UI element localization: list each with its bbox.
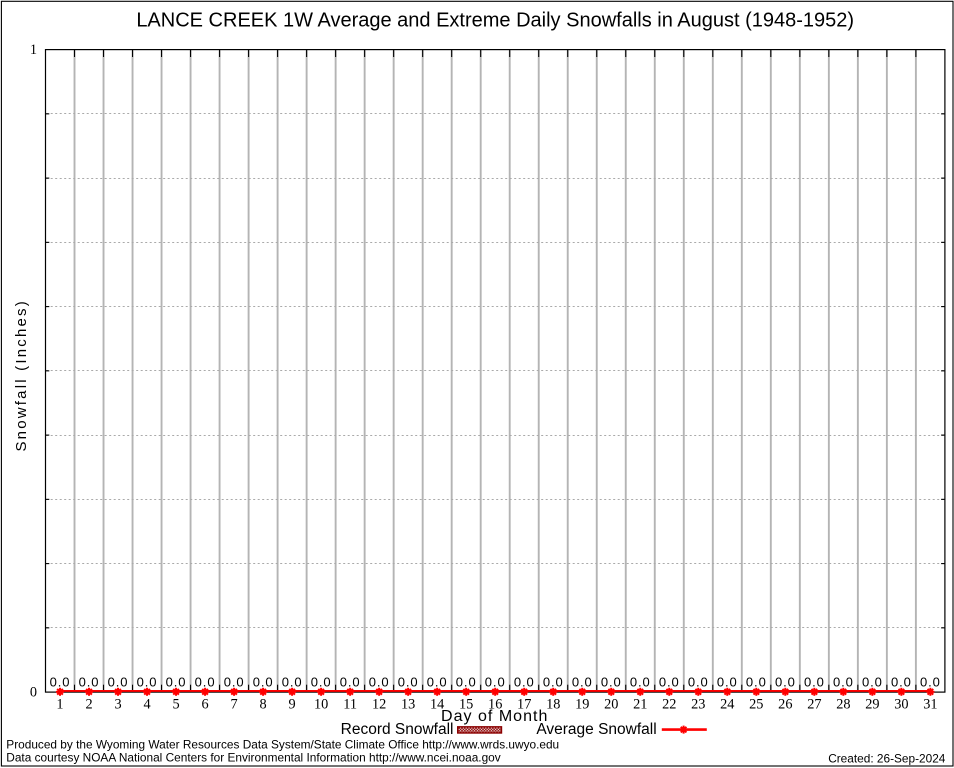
svg-text:14: 14 xyxy=(430,697,444,713)
svg-text:29: 29 xyxy=(865,697,879,713)
svg-text:16: 16 xyxy=(488,697,502,713)
svg-text:20: 20 xyxy=(604,697,618,713)
svg-text:0.0: 0.0 xyxy=(108,674,129,689)
svg-text:0.0: 0.0 xyxy=(253,674,274,689)
svg-text:1: 1 xyxy=(56,697,63,713)
svg-text:1: 1 xyxy=(30,42,37,58)
svg-text:26: 26 xyxy=(778,697,792,713)
svg-text:7: 7 xyxy=(231,697,238,713)
svg-text:0.0: 0.0 xyxy=(137,674,158,689)
svg-text:28: 28 xyxy=(836,697,850,713)
svg-text:8: 8 xyxy=(260,697,267,713)
svg-text:0.0: 0.0 xyxy=(485,674,506,689)
svg-text:2: 2 xyxy=(85,697,92,713)
svg-text:0.0: 0.0 xyxy=(775,674,796,689)
svg-text:5: 5 xyxy=(172,697,179,713)
svg-text:0.0: 0.0 xyxy=(804,674,825,689)
svg-text:19: 19 xyxy=(575,697,589,713)
svg-text:Day of Month: Day of Month xyxy=(441,708,548,725)
svg-text:0.0: 0.0 xyxy=(630,674,651,689)
svg-text:0.0: 0.0 xyxy=(369,674,390,689)
svg-text:27: 27 xyxy=(807,697,821,713)
svg-text:22: 22 xyxy=(662,697,676,713)
svg-text:0.0: 0.0 xyxy=(833,674,854,689)
svg-text:0.0: 0.0 xyxy=(456,674,477,689)
svg-text:0.0: 0.0 xyxy=(746,674,767,689)
svg-text:0.0: 0.0 xyxy=(166,674,187,689)
svg-text:0.0: 0.0 xyxy=(79,674,100,689)
svg-text:0.0: 0.0 xyxy=(311,674,332,689)
svg-text:3: 3 xyxy=(114,697,121,713)
svg-text:25: 25 xyxy=(749,697,763,713)
svg-text:0.0: 0.0 xyxy=(543,674,564,689)
svg-text:0.0: 0.0 xyxy=(572,674,593,689)
svg-text:Produced by the Wyoming Water: Produced by the Wyoming Water Resources … xyxy=(6,738,559,752)
svg-text:Record Snowfall: Record Snowfall xyxy=(341,721,454,738)
svg-text:11: 11 xyxy=(343,697,357,713)
svg-text:15: 15 xyxy=(459,697,473,713)
svg-text:4: 4 xyxy=(143,697,150,713)
svg-text:13: 13 xyxy=(401,697,415,713)
svg-text:21: 21 xyxy=(633,697,647,713)
svg-text:23: 23 xyxy=(691,697,705,713)
svg-text:0.0: 0.0 xyxy=(688,674,709,689)
svg-text:LANCE CREEK 1W Average and Ext: LANCE CREEK 1W Average and Extreme Daily… xyxy=(136,9,854,31)
svg-text:18: 18 xyxy=(546,697,560,713)
svg-text:Data courtesy NOAA National Ce: Data courtesy NOAA National Centers for … xyxy=(6,751,500,765)
svg-text:12: 12 xyxy=(372,697,386,713)
svg-text:0.0: 0.0 xyxy=(659,674,680,689)
svg-text:0.0: 0.0 xyxy=(920,674,941,689)
svg-text:0.0: 0.0 xyxy=(195,674,216,689)
svg-text:0.0: 0.0 xyxy=(224,674,245,689)
svg-text:Created: 26-Sep-2024: Created: 26-Sep-2024 xyxy=(828,751,946,765)
svg-text:6: 6 xyxy=(201,697,208,713)
svg-text:31: 31 xyxy=(923,697,937,713)
svg-text:0.0: 0.0 xyxy=(398,674,419,689)
svg-text:0.0: 0.0 xyxy=(601,674,622,689)
svg-text:0.0: 0.0 xyxy=(340,674,361,689)
svg-text:0.0: 0.0 xyxy=(891,674,912,689)
svg-text:0.0: 0.0 xyxy=(50,674,71,689)
svg-text:Average Snowfall: Average Snowfall xyxy=(536,721,656,738)
svg-text:10: 10 xyxy=(314,697,328,713)
svg-text:Snowfall (Inches): Snowfall (Inches) xyxy=(13,299,30,451)
svg-text:0.0: 0.0 xyxy=(427,674,448,689)
svg-text:0: 0 xyxy=(30,685,37,701)
svg-text:9: 9 xyxy=(289,697,296,713)
svg-text:0.0: 0.0 xyxy=(282,674,303,689)
svg-text:0.0: 0.0 xyxy=(862,674,883,689)
svg-text:17: 17 xyxy=(517,697,531,713)
svg-text:0.0: 0.0 xyxy=(514,674,535,689)
svg-text:24: 24 xyxy=(720,697,734,713)
svg-text:30: 30 xyxy=(894,697,908,713)
svg-text:0.0: 0.0 xyxy=(717,674,738,689)
